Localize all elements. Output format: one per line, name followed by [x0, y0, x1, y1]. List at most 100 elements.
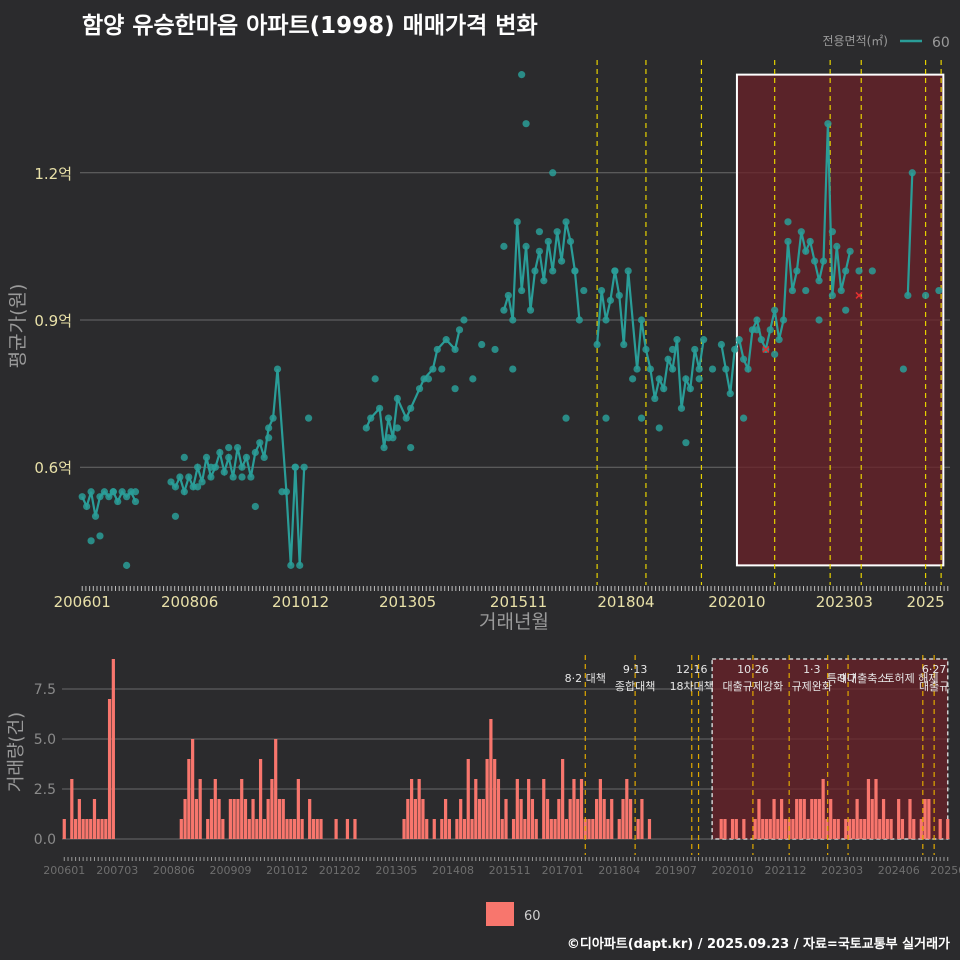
- volume-bar: [851, 819, 855, 839]
- policy-annotation-label: 특례대출축소: [827, 672, 888, 685]
- price-point: [260, 453, 268, 462]
- volume-bar: [443, 799, 448, 839]
- volume-bar: [232, 799, 236, 839]
- volume-bar: [209, 799, 214, 839]
- price-point: [451, 385, 459, 393]
- price-x-tick-label: 201305: [379, 593, 436, 611]
- price-point: [238, 463, 246, 471]
- price-point: [642, 345, 650, 354]
- volume-bar: [402, 819, 406, 839]
- volume-bar: [319, 819, 323, 839]
- volume-y-axis-label: 거래량(건): [6, 712, 27, 792]
- price-point: [664, 355, 672, 363]
- price-point: [935, 286, 943, 295]
- price-point: [96, 532, 104, 540]
- price-point: [571, 267, 579, 275]
- volume-bar: [413, 799, 417, 839]
- price-point: [407, 404, 415, 412]
- volume-bar: [470, 819, 474, 839]
- price-point: [802, 286, 810, 295]
- volume-bar: [459, 799, 463, 839]
- volume-bar: [859, 819, 863, 839]
- volume-bar: [723, 819, 727, 839]
- price-point: [771, 306, 779, 314]
- volume-bar: [183, 799, 187, 839]
- volume-bar: [70, 779, 74, 839]
- volume-y-tick-label: 5.0: [34, 732, 56, 748]
- price-x-tick-label: 201804: [597, 593, 654, 611]
- price-point: [251, 448, 259, 457]
- price-point: [384, 414, 393, 422]
- price-y-tick-label: 1.2억: [34, 165, 72, 183]
- price-point: [837, 286, 845, 295]
- price-point: [185, 473, 193, 481]
- volume-bar: [617, 819, 621, 839]
- volume-bar: [919, 819, 923, 839]
- volume-bar: [783, 819, 787, 839]
- price-point: [593, 340, 601, 349]
- volume-bar: [270, 779, 274, 839]
- price-point: [651, 394, 659, 403]
- volume-bar: [179, 819, 183, 839]
- price-point: [247, 473, 255, 481]
- price-point: [376, 404, 384, 412]
- price-point: [731, 345, 739, 354]
- price-point: [602, 316, 610, 324]
- price-point: [620, 340, 628, 349]
- price-point: [637, 316, 646, 324]
- price-point: [424, 375, 433, 383]
- price-point: [580, 286, 588, 295]
- volume-bar: [481, 799, 485, 839]
- price-point: [429, 365, 437, 373]
- price-point: [362, 424, 370, 432]
- volume-x-tick-label: 200601: [43, 864, 85, 877]
- volume-bar: [187, 759, 191, 839]
- price-point: [167, 478, 175, 486]
- price-point: [797, 228, 805, 236]
- price-point: [904, 291, 912, 300]
- volume-bar: [795, 799, 799, 839]
- price-point: [735, 336, 743, 344]
- volume-bar: [500, 819, 504, 839]
- price-y-axis-label: 평균가(원): [7, 284, 29, 369]
- price-point: [87, 537, 95, 545]
- volume-bar: [764, 819, 769, 839]
- volume-bar: [564, 819, 569, 839]
- price-point: [478, 340, 486, 349]
- price-point: [367, 414, 375, 422]
- volume-bar: [591, 819, 595, 839]
- price-point: [194, 483, 202, 491]
- cancel-mark: [762, 345, 770, 354]
- price-point: [296, 561, 304, 569]
- volume-bar: [213, 779, 217, 839]
- volume-bar: [772, 799, 776, 839]
- price-point: [509, 365, 517, 373]
- volume-bar: [417, 779, 421, 839]
- price-point: [180, 488, 188, 496]
- price-point: [265, 424, 273, 432]
- price-point: [491, 345, 499, 354]
- volume-bar: [844, 819, 848, 839]
- price-point: [806, 237, 814, 246]
- volume-y-tick-label: 0.0: [34, 832, 56, 848]
- price-point: [91, 512, 100, 520]
- volume-legend: 60: [486, 902, 541, 926]
- price-point: [868, 267, 876, 275]
- volume-x-tick-label: 201202: [319, 864, 361, 877]
- price-point: [629, 375, 637, 383]
- volume-bar: [908, 799, 912, 839]
- price-point: [171, 512, 180, 520]
- volume-x-tick-label: 200703: [96, 864, 138, 877]
- volume-x-tick-label: 202010: [712, 864, 754, 877]
- volume-bar: [719, 819, 723, 839]
- legend-bar-label: 60: [524, 909, 541, 924]
- volume-bar: [847, 819, 852, 839]
- volume-bar: [92, 799, 97, 839]
- volume-bar: [791, 819, 795, 839]
- price-point: [846, 247, 854, 255]
- price-point: [220, 468, 228, 476]
- price-point: [753, 316, 761, 324]
- volume-bar: [878, 819, 882, 839]
- price-point: [624, 267, 632, 275]
